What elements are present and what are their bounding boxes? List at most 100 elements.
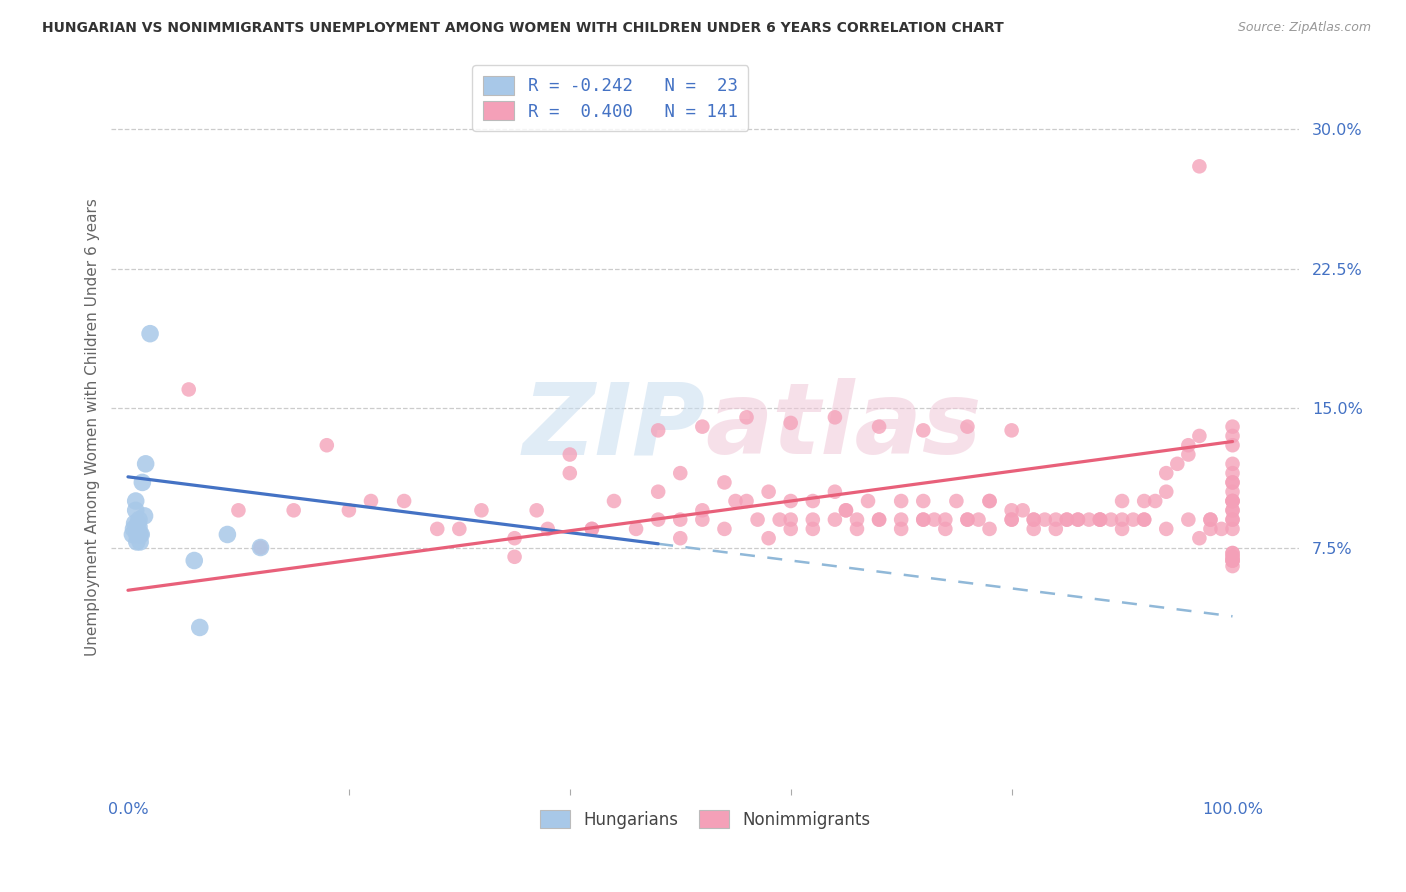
Point xyxy=(1088,513,1111,527)
Point xyxy=(868,513,890,527)
Point xyxy=(1056,513,1078,527)
Point xyxy=(526,503,548,517)
Text: Source: ZipAtlas.com: Source: ZipAtlas.com xyxy=(1237,21,1371,35)
Point xyxy=(912,494,935,508)
Point xyxy=(1188,531,1211,545)
Point xyxy=(647,423,669,437)
Point xyxy=(134,508,156,523)
Point xyxy=(779,416,801,430)
Point xyxy=(824,410,846,425)
Point xyxy=(124,516,146,531)
Point xyxy=(1188,429,1211,443)
Point xyxy=(129,527,152,541)
Point xyxy=(647,484,669,499)
Point xyxy=(801,513,824,527)
Point xyxy=(735,410,758,425)
Point xyxy=(1001,513,1024,527)
Point xyxy=(1133,513,1156,527)
Point xyxy=(1222,553,1244,567)
Point xyxy=(735,494,758,508)
Point xyxy=(1133,513,1156,527)
Point xyxy=(1199,513,1222,527)
Point xyxy=(217,527,239,541)
Point xyxy=(758,484,780,499)
Point xyxy=(956,513,979,527)
Point xyxy=(360,494,382,508)
Point xyxy=(1022,513,1045,527)
Point xyxy=(801,494,824,508)
Point xyxy=(1199,513,1222,527)
Point xyxy=(1001,503,1024,517)
Point xyxy=(1067,513,1090,527)
Point xyxy=(846,522,869,536)
Point xyxy=(1088,513,1111,527)
Point xyxy=(835,503,858,517)
Point xyxy=(835,503,858,517)
Point xyxy=(692,419,714,434)
Point xyxy=(1222,503,1244,517)
Point xyxy=(1222,513,1244,527)
Point xyxy=(581,522,603,536)
Point xyxy=(846,513,869,527)
Point xyxy=(315,438,337,452)
Point xyxy=(1122,513,1144,527)
Point xyxy=(1045,522,1067,536)
Point xyxy=(128,520,150,534)
Point xyxy=(647,513,669,527)
Point xyxy=(934,522,956,536)
Point xyxy=(1222,549,1244,564)
Point xyxy=(692,513,714,527)
Point xyxy=(713,475,735,490)
Point xyxy=(1222,559,1244,574)
Point xyxy=(868,419,890,434)
Text: atlas: atlas xyxy=(706,378,981,475)
Point xyxy=(603,494,626,508)
Point xyxy=(967,513,990,527)
Point xyxy=(1088,513,1111,527)
Point xyxy=(228,503,250,517)
Point xyxy=(1222,494,1244,508)
Point xyxy=(1222,553,1244,567)
Point xyxy=(724,494,747,508)
Point xyxy=(1033,513,1056,527)
Point xyxy=(1154,522,1177,536)
Point xyxy=(1222,546,1244,560)
Point xyxy=(1222,419,1244,434)
Point xyxy=(135,457,157,471)
Point xyxy=(122,522,145,536)
Point xyxy=(890,494,912,508)
Point xyxy=(945,494,967,508)
Point xyxy=(669,466,692,480)
Point xyxy=(979,494,1001,508)
Point xyxy=(669,531,692,545)
Point xyxy=(624,522,647,536)
Point xyxy=(1222,546,1244,560)
Point xyxy=(1222,429,1244,443)
Point xyxy=(470,503,492,517)
Point xyxy=(1222,475,1244,490)
Point xyxy=(1067,513,1090,527)
Point xyxy=(503,531,526,545)
Point xyxy=(129,535,152,549)
Point xyxy=(1111,522,1133,536)
Y-axis label: Unemployment Among Women with Children Under 6 years: Unemployment Among Women with Children U… xyxy=(86,198,100,656)
Point xyxy=(890,522,912,536)
Point xyxy=(1133,494,1156,508)
Point xyxy=(121,527,143,541)
Point xyxy=(1177,513,1199,527)
Point xyxy=(1222,549,1244,564)
Point xyxy=(956,513,979,527)
Point xyxy=(1177,438,1199,452)
Point xyxy=(956,419,979,434)
Point xyxy=(1222,494,1244,508)
Point xyxy=(283,503,305,517)
Point xyxy=(183,553,205,567)
Point xyxy=(128,513,150,527)
Point xyxy=(1222,484,1244,499)
Point xyxy=(979,494,1001,508)
Point xyxy=(128,527,150,541)
Point xyxy=(801,522,824,536)
Point xyxy=(1222,503,1244,517)
Point xyxy=(979,522,1001,536)
Point xyxy=(856,494,879,508)
